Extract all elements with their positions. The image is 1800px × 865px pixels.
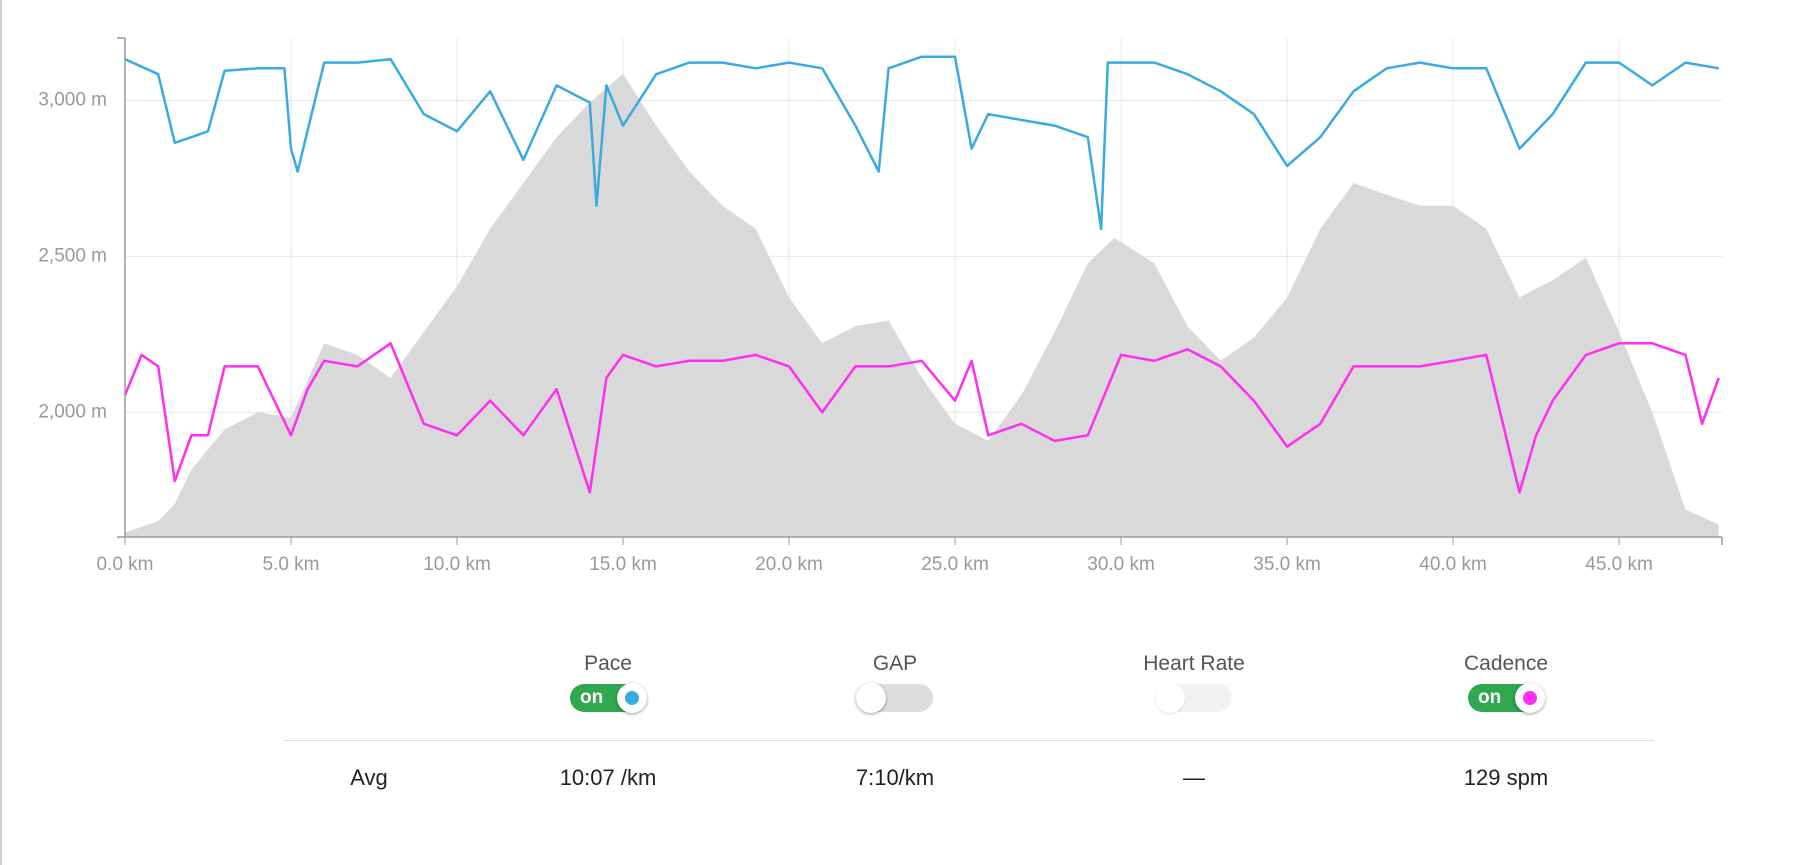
summary-value: —: [1183, 765, 1205, 790]
toggle-state: on: [1478, 687, 1502, 708]
y-tick-label: 3,000 m: [38, 89, 107, 110]
toggle-knob: [856, 683, 886, 713]
toggle-knob: [1515, 683, 1545, 713]
toggle-dot: [625, 691, 639, 705]
x-tick-label: 35.0 km: [1253, 554, 1321, 575]
toggle-label: Cadence: [1463, 652, 1549, 675]
separator: [284, 740, 1654, 741]
toggle-control: Heart Rate: [1094, 652, 1294, 713]
x-tick-label: 45.0 km: [1585, 554, 1653, 575]
toggle-knob: [617, 683, 647, 713]
toggle-switch[interactable]: [856, 683, 933, 713]
x-tick-label: 20.0 km: [755, 554, 823, 575]
summary-value: 129 spm: [1463, 765, 1549, 790]
toggle-knob: [1155, 683, 1185, 713]
toggle-switch: [1155, 683, 1232, 713]
x-tick-label: 10.0 km: [423, 554, 491, 575]
toggle-state: on: [580, 687, 604, 708]
x-tick-label: 5.0 km: [262, 554, 319, 575]
series-line: [123, 342, 1720, 494]
elevation-area: [125, 73, 1719, 538]
toggle-switch[interactable]: on: [1468, 683, 1545, 713]
x-tick-label: 30.0 km: [1087, 554, 1155, 575]
toggle-label: GAP: [872, 652, 918, 675]
toggle-dot: [1523, 691, 1537, 705]
summary-value: 10:07 /km: [559, 765, 657, 790]
chart: 2,000 m 2,500 m 3,000 m 0.0 km 5.0 km 10.0 km…: [38, 37, 1723, 575]
toggle-label: Pace: [584, 652, 632, 675]
series-line: [124, 55, 1719, 231]
y-tick-label: 2,000 m: [38, 401, 107, 422]
toggle-control: GAP: [795, 652, 995, 713]
x-tick-label: 25.0 km: [921, 554, 989, 575]
x-tick-label: 40.0 km: [1419, 554, 1487, 575]
y-tick-label: 2,500 m: [38, 245, 107, 266]
x-tick-label: 15.0 km: [589, 554, 657, 575]
x-tick-label: 0.0 km: [96, 554, 153, 575]
summary-value: 7:10/km: [855, 765, 935, 790]
toggle-label: Heart Rate: [1143, 652, 1245, 675]
toggle-switch[interactable]: on: [570, 683, 647, 713]
summary-label: Avg: [350, 765, 388, 790]
toggle-control: Pace on: [508, 652, 708, 713]
toggle-control: Cadence on: [1406, 652, 1606, 713]
